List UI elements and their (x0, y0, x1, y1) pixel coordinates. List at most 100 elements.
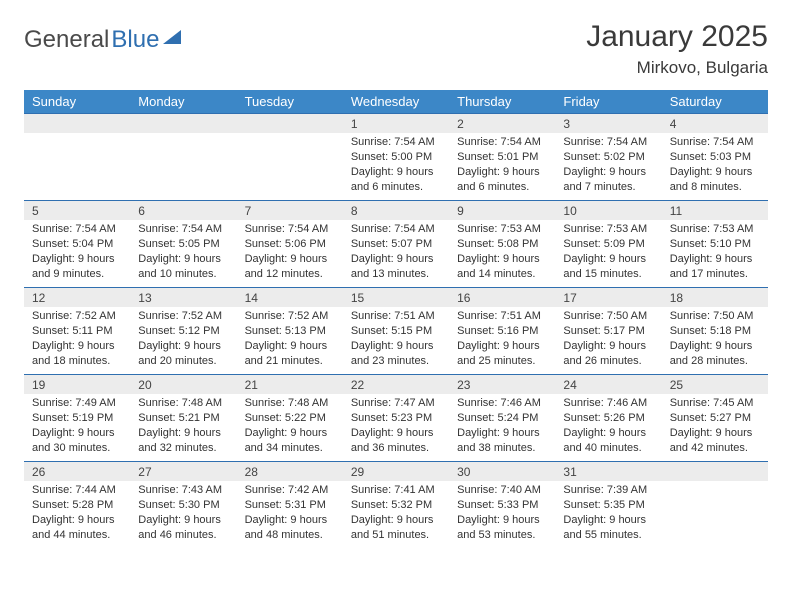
calendar-cell: 14Sunrise: 7:52 AMSunset: 5:13 PMDayligh… (237, 288, 343, 375)
sunrise-value: 7:53 AM (501, 223, 541, 235)
sunset-line: Sunset: 5:13 PM (245, 324, 335, 339)
sunset-value: 5:06 PM (285, 238, 326, 250)
logo-text-1: General (24, 26, 109, 54)
daylight-line: Daylight: 9 hours and 38 minutes. (457, 426, 547, 456)
daylight-value: 9 hours and 8 minutes. (670, 166, 753, 193)
sunset-value: 5:13 PM (285, 325, 326, 337)
sunrise-value: 7:54 AM (607, 136, 647, 148)
daylight-line: Daylight: 9 hours and 9 minutes. (32, 252, 122, 282)
day-info: Sunrise: 7:52 AMSunset: 5:12 PMDaylight:… (130, 307, 236, 372)
day-number: 4 (662, 114, 768, 133)
sunrise-value: 7:44 AM (75, 484, 115, 496)
day-number: 25 (662, 375, 768, 394)
sunrise-value: 7:48 AM (288, 397, 328, 409)
day-info: Sunrise: 7:51 AMSunset: 5:15 PMDaylight:… (343, 307, 449, 372)
day-number-text: 28 (245, 465, 258, 479)
day-info: Sunrise: 7:51 AMSunset: 5:16 PMDaylight:… (449, 307, 555, 372)
daylight-value: 9 hours and 48 minutes. (245, 514, 328, 541)
day-info: Sunrise: 7:42 AMSunset: 5:31 PMDaylight:… (237, 481, 343, 546)
sunset-value: 5:08 PM (497, 238, 538, 250)
sunrise-line: Sunrise: 7:54 AM (351, 135, 441, 150)
day-number: 6 (130, 201, 236, 220)
daylight-line: Daylight: 9 hours and 30 minutes. (32, 426, 122, 456)
dow-sun: Sunday (24, 90, 130, 114)
day-number: 17 (555, 288, 661, 307)
calendar-cell: 21Sunrise: 7:48 AMSunset: 5:22 PMDayligh… (237, 375, 343, 462)
day-number: 27 (130, 462, 236, 481)
sunset-value: 5:21 PM (179, 412, 220, 424)
sunrise-value: 7:54 AM (394, 136, 434, 148)
calendar-cell: 25 Sunrise: 7:45 AMSunset: 5:27 PMDayligh… (662, 375, 768, 462)
sunset-value: 5:19 PM (72, 412, 113, 424)
daylight-value: 9 hours and 12 minutes. (245, 253, 328, 280)
daylight-line: Daylight: 9 hours and 53 minutes. (457, 513, 547, 543)
calendar-cell: 27Sunrise: 7:43 AMSunset: 5:30 PMDayligh… (130, 462, 236, 549)
sunrise-value: 7:54 AM (713, 136, 753, 148)
day-number-text: 6 (138, 204, 145, 218)
sunset-value: 5:16 PM (497, 325, 538, 337)
day-number: 13 (130, 288, 236, 307)
sunrise-line: Sunrise: 7:49 AM (32, 396, 122, 411)
day-number-text: 22 (351, 378, 364, 392)
sunset-line: Sunset: 5:17 PM (563, 324, 653, 339)
sunrise-value: 7:50 AM (607, 310, 647, 322)
dow-fri: Friday (555, 90, 661, 114)
calendar-cell: 2Sunrise: 7:54 AMSunset: 5:01 PMDaylight… (449, 114, 555, 201)
daylight-line: Daylight: 9 hours and 10 minutes. (138, 252, 228, 282)
sunset-line: Sunset: 5:35 PM (563, 498, 653, 513)
sunrise-value: 7:39 AM (607, 484, 647, 496)
sunset-value: 5:05 PM (179, 238, 220, 250)
day-number-text: 27 (138, 465, 151, 479)
day-number: 2 (449, 114, 555, 133)
page-header: GeneralBlue January 2025 Mirkovo, Bulgar… (24, 20, 768, 78)
month-title: January 2025 (586, 20, 768, 54)
day-info: Sunrise: 7:54 AMSunset: 5:05 PMDaylight:… (130, 220, 236, 285)
daylight-value: 9 hours and 20 minutes. (138, 340, 221, 367)
daylight-line: Daylight: 9 hours and 17 minutes. (670, 252, 760, 282)
sunset-line: Sunset: 5:01 PM (457, 150, 547, 165)
sunset-value: 5:11 PM (72, 325, 112, 337)
day-number-text: 5 (32, 204, 39, 218)
day-number-text: 13 (138, 291, 151, 305)
day-number: 16 (449, 288, 555, 307)
day-info: Sunrise: 7:54 AMSunset: 5:07 PMDaylight:… (343, 220, 449, 285)
sunset-line: Sunset: 5:31 PM (245, 498, 335, 513)
sunrise-line: Sunrise: 7:53 AM (670, 222, 760, 237)
sunrise-value: 7:47 AM (394, 397, 434, 409)
calendar-week-row: 26Sunrise: 7:44 AMSunset: 5:28 PMDayligh… (24, 462, 768, 549)
sunrise-line: Sunrise: 7:46 AM (457, 396, 547, 411)
calendar-cell: 5Sunrise: 7:54 AMSunset: 5:04 PMDaylight… (24, 201, 130, 288)
day-number: 24 (555, 375, 661, 394)
day-number: 21 (237, 375, 343, 394)
day-number-text: 19 (32, 378, 45, 392)
daylight-line: Daylight: 9 hours and 7 minutes. (563, 165, 653, 195)
sunrise-line: Sunrise: 7:50 AM (563, 309, 653, 324)
daylight-value: 9 hours and 34 minutes. (245, 427, 328, 454)
calendar-cell: 26Sunrise: 7:44 AMSunset: 5:28 PMDayligh… (24, 462, 130, 549)
sunrise-line: Sunrise: 7:52 AM (138, 309, 228, 324)
sunset-value: 5:15 PM (391, 325, 432, 337)
day-number-text: 25 (670, 378, 683, 392)
sunset-line: Sunset: 5:05 PM (138, 237, 228, 252)
daylight-line: Daylight: 9 hours and 26 minutes. (563, 339, 653, 369)
sunrise-line: Sunrise: 7:48 AM (138, 396, 228, 411)
sunset-line: Sunset: 5:07 PM (351, 237, 441, 252)
day-number: 22 (343, 375, 449, 394)
daylight-line: Daylight: 9 hours and 34 minutes. (245, 426, 335, 456)
sunrise-line: Sunrise: 7:43 AM (138, 483, 228, 498)
dow-wed: Wednesday (343, 90, 449, 114)
day-info: Sunrise: 7:49 AMSunset: 5:19 PMDaylight:… (24, 394, 130, 459)
sunset-value: 5:22 PM (285, 412, 326, 424)
sunrise-value: 7:52 AM (288, 310, 328, 322)
sunset-line: Sunset: 5:27 PM (670, 411, 760, 426)
sunrise-value: 7:54 AM (75, 223, 115, 235)
sunset-line: Sunset: 5:30 PM (138, 498, 228, 513)
sunrise-value: 7:46 AM (607, 397, 647, 409)
day-info: Sunrise: 7:45 AMSunset: 5:27 PMDaylight:… (662, 394, 768, 459)
sunrise-line: Sunrise: 7:53 AM (457, 222, 547, 237)
sunset-value: 5:00 PM (391, 151, 432, 163)
day-info: Sunrise: 7:41 AMSunset: 5:32 PMDaylight:… (343, 481, 449, 546)
sunset-line: Sunset: 5:08 PM (457, 237, 547, 252)
daylight-value: 9 hours and 51 minutes. (351, 514, 434, 541)
sunset-line: Sunset: 5:33 PM (457, 498, 547, 513)
